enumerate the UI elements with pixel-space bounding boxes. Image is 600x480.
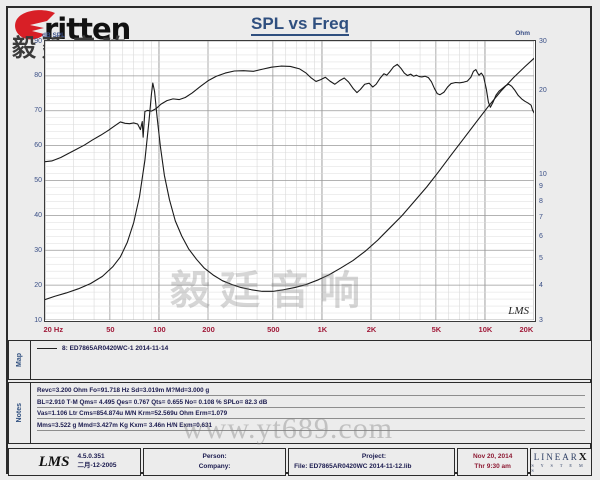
- footer-date: Nov 20, 2014: [472, 453, 513, 461]
- y-tick-label-right: 7: [539, 213, 543, 221]
- y-tick-label-right: 10: [539, 170, 547, 178]
- vendor-name: LINEAR: [533, 452, 579, 462]
- notes-line: Revc=3.200 Ohm Fo=91.718 Hz Sd=3.019m M?…: [37, 387, 585, 396]
- x-tick-label: 500: [267, 325, 280, 334]
- y-tick-label-right: 3: [539, 316, 543, 324]
- x-tick-label: 5K: [431, 325, 442, 334]
- notes-line: Vas=1.106 Ltr Cms=854.874u M/N Krm=52.56…: [37, 410, 585, 419]
- y-tick-label-left: 70: [34, 107, 42, 115]
- y-tick-label-right: 5: [539, 254, 543, 262]
- x-tick-label: 200: [202, 325, 215, 334]
- y-tick-label-left: 50: [34, 177, 42, 184]
- y-tick-label-right: 6: [539, 232, 543, 240]
- footer-person-label: Person:: [202, 453, 227, 461]
- y-axis-unit-right: Ohm: [515, 30, 530, 37]
- legend-item-label: 8: ED7865AR0420WC-1 2014-11-14: [62, 345, 169, 352]
- y-tick-label-left: 30: [34, 246, 42, 254]
- x-tick-label: 1K: [317, 325, 328, 334]
- map-tab[interactable]: Map: [9, 341, 31, 379]
- y-axis-unit-left: dB SPL: [42, 32, 66, 39]
- notes-body: Revc=3.200 Ohm Fo=91.718 Hz Sd=3.019m M?…: [31, 383, 591, 443]
- lms-logo: LMS: [38, 453, 70, 470]
- y-tick-label-left: 10: [34, 316, 42, 324]
- footer-version-block: 4.5.0.351 二月-12-2005: [77, 453, 116, 471]
- footer-company-label: Company:: [198, 463, 231, 470]
- page-title: SPL vs Freq: [0, 14, 600, 36]
- footer-bar: LMS 4.5.0.351 二月-12-2005 Person: Company…: [8, 448, 592, 476]
- page-title-text: SPL vs Freq: [251, 14, 349, 36]
- footer-build-date: 二月-12-2005: [77, 462, 117, 469]
- x-tick-label: 2K: [366, 325, 377, 334]
- notes-line: BL=2.910 T·M Qms= 4.495 Qes= 0.767 Qts= …: [37, 399, 585, 408]
- x-tick-label: 50: [106, 325, 115, 334]
- footer-date-cell: Nov 20, 2014 Thr 9:30 am: [456, 448, 529, 476]
- y-tick-label-right: 8: [539, 197, 543, 205]
- footer-project-cell[interactable]: Project: File: ED7865AR0420WC 2014-11-12…: [288, 448, 455, 476]
- map-body: 8: ED7865AR0420WC-1 2014-11-14: [31, 341, 591, 379]
- y-tick-label-left: 60: [34, 142, 42, 150]
- x-tick-label: 20 Hz: [43, 325, 64, 334]
- x-tick-label: 10K: [478, 325, 493, 334]
- map-panel: Map 8: ED7865AR0420WC-1 2014-11-14: [8, 340, 592, 380]
- plot-watermark-lms: LMS: [508, 305, 529, 317]
- y-tick-label-right: 30: [539, 37, 547, 45]
- plot-canvas: LMS: [44, 40, 536, 322]
- footer-file-label: File: ED7865AR0420WC 2014-11-12.lib: [294, 463, 412, 470]
- map-tab-label: Map: [16, 353, 23, 367]
- vendor-logo: LINEARX: [534, 451, 589, 463]
- y-tick-label-left: 40: [34, 211, 42, 219]
- y-tick-label-right: 9: [539, 183, 543, 191]
- footer-time: Thr 9:30 am: [474, 463, 511, 470]
- footer-vendor-cell: LINEARX S Y S T E M S: [530, 448, 592, 476]
- e-swoosh-icon: [15, 10, 56, 40]
- legend-line-swatch-icon: [37, 348, 57, 349]
- vendor-x: X: [578, 451, 589, 463]
- notes-tab[interactable]: Notes: [9, 383, 31, 443]
- footer-person-cell[interactable]: Person: Company:: [143, 448, 287, 476]
- notes-line: Mms=3.522 g Mmd=3.427m Kg Kxm= 3.46n H/N…: [37, 422, 585, 431]
- y-tick-label-right: 4: [539, 281, 543, 289]
- chart-area: dB SPL Ohm LMS 10 20 30 40 50 60 70 80 90 3 4 5 6 7 8…: [34, 30, 547, 334]
- footer-lms-cell: LMS 4.5.0.351 二月-12-2005: [8, 448, 142, 476]
- y-tick-label-left: 80: [34, 72, 42, 80]
- notes-panel: Notes Revc=3.200 Ohm Fo=91.718 Hz Sd=3.0…: [8, 382, 592, 444]
- footer-project-label: Project:: [361, 453, 387, 461]
- y-tick-label-right: 20: [539, 86, 547, 94]
- footer-version: 4.5.0.351: [77, 453, 105, 461]
- x-tick-label: 20K: [519, 325, 534, 334]
- y-tick-label-left: 20: [34, 281, 42, 289]
- vendor-sub: S Y S T E M S: [531, 463, 586, 473]
- notes-tab-label: Notes: [16, 403, 23, 423]
- plot-svg: [45, 41, 534, 320]
- legend-item[interactable]: 8: ED7865AR0420WC-1 2014-11-14: [37, 345, 585, 352]
- x-tick-label: 100: [153, 325, 166, 334]
- y-tick-label-left: 90: [34, 37, 42, 45]
